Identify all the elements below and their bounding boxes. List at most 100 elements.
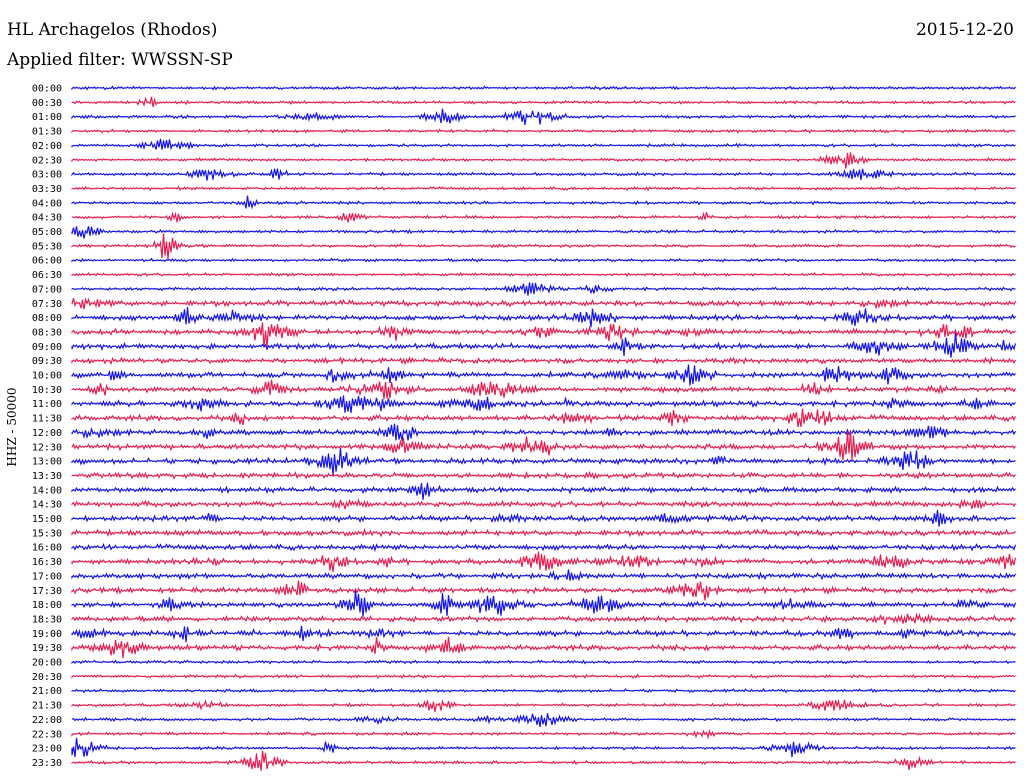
trace-line: [71, 356, 1017, 366]
tick-label: 14:30: [32, 500, 62, 511]
trace-line: [71, 226, 1016, 239]
trace-line: [71, 322, 1016, 348]
trace-line: [71, 542, 1017, 553]
trace-line: [71, 713, 1016, 727]
tick-label: 08:30: [32, 327, 62, 338]
tick-label: 01:00: [32, 112, 62, 123]
tick-label: 18:00: [32, 600, 62, 611]
tick-label: 01:30: [32, 127, 62, 138]
trace-line: [71, 482, 1016, 500]
tick-label: 17:30: [32, 586, 62, 597]
trace-line: [71, 282, 1016, 296]
tick-label: 19:30: [32, 643, 62, 654]
trace-line: [71, 750, 1016, 771]
tick-label: 12:00: [32, 428, 62, 439]
trace-line: [71, 429, 1016, 461]
trace-line: [71, 527, 1016, 538]
tick-label: 21:30: [32, 701, 62, 712]
tick-label: 04:00: [32, 198, 62, 209]
tick-label: 02:30: [32, 155, 62, 166]
trace-line: [71, 612, 1016, 625]
trace-line: [71, 395, 1016, 413]
trace-line: [71, 138, 1016, 151]
tick-label: 15:30: [32, 528, 62, 539]
trace-line: [71, 257, 1016, 263]
trace-line: [71, 195, 1016, 210]
trace-line: [71, 306, 1016, 328]
tick-label: 00:00: [32, 84, 62, 95]
record-date: 2015-12-20: [915, 20, 1014, 40]
tick-label: 07:30: [32, 299, 62, 310]
tick-label: 10:30: [32, 385, 62, 396]
tick-label: 13:30: [32, 471, 62, 482]
tick-label: 16:30: [32, 557, 62, 568]
trace-line: [71, 332, 1017, 358]
tick-label: 21:00: [32, 686, 62, 697]
tick-label: 15:00: [32, 514, 62, 525]
tick-label: 06:30: [32, 270, 62, 281]
trace-line: [71, 728, 1016, 740]
trace-line: [71, 185, 1016, 192]
tick-label: 13:00: [32, 457, 62, 468]
trace-line: [71, 737, 1016, 758]
tick-label: 12:30: [32, 442, 62, 453]
trace-line: [71, 379, 1017, 400]
tick-label: 03:00: [32, 170, 62, 181]
tick-label: 16:00: [32, 543, 62, 554]
trace-line: [71, 211, 1016, 223]
trace-line: [71, 551, 1017, 573]
trace-line: [71, 152, 1016, 169]
trace-line: [71, 85, 1016, 91]
trace-line: [71, 673, 1016, 679]
tick-label: 02:00: [32, 141, 62, 152]
trace-line: [71, 168, 1016, 181]
trace-line: [71, 297, 1017, 310]
trace-line: [71, 271, 1016, 278]
tick-label: 09:30: [32, 356, 62, 367]
tick-label: 19:00: [32, 629, 62, 640]
trace-line: [71, 497, 1017, 510]
tick-label: 00:30: [32, 98, 62, 109]
tick-label: 22:30: [32, 729, 62, 740]
tick-label: 14:00: [32, 485, 62, 496]
trace-line: [71, 408, 1017, 428]
tick-label: 11:00: [32, 399, 62, 410]
trace-line: [71, 625, 1016, 643]
trace-line: [71, 423, 1017, 441]
tick-label: 18:30: [32, 614, 62, 625]
tick-label: 06:00: [32, 256, 62, 267]
trace-line: [71, 569, 1017, 582]
tick-label: 05:30: [32, 241, 62, 252]
trace-line: [71, 590, 1017, 617]
station-title: HL Archagelos (Rhodos): [7, 20, 218, 40]
trace-line: [71, 659, 1016, 665]
trace-line: [71, 447, 1016, 476]
tick-label: 23:30: [32, 758, 62, 769]
tick-label: 04:30: [32, 213, 62, 224]
tick-label: 22:00: [32, 715, 62, 726]
trace-line: [71, 108, 1016, 125]
tick-label: 23:00: [32, 744, 62, 755]
tick-label: 20:30: [32, 672, 62, 683]
trace-line: [71, 96, 1016, 108]
tick-label: 09:00: [32, 342, 62, 353]
tick-label: 05:00: [32, 227, 62, 238]
tick-label: 07:00: [32, 284, 62, 295]
trace-line: [71, 636, 1016, 659]
tick-label: 03:30: [32, 184, 62, 195]
trace-line: [71, 128, 1016, 134]
trace-line: [71, 698, 1016, 713]
tick-label: 10:00: [32, 371, 62, 382]
tick-label: 08:00: [32, 313, 62, 324]
trace-line: [71, 580, 1016, 601]
trace-line: [71, 470, 1016, 481]
filter-label: Applied filter: WWSSN-SP: [7, 50, 233, 70]
trace-line: [71, 364, 1016, 386]
tick-label: 17:00: [32, 571, 62, 582]
trace-line: [71, 233, 1016, 259]
trace-line: [71, 510, 1016, 527]
tick-label: 20:00: [32, 658, 62, 669]
tick-label: 11:30: [32, 414, 62, 425]
trace-line: [71, 688, 1016, 694]
